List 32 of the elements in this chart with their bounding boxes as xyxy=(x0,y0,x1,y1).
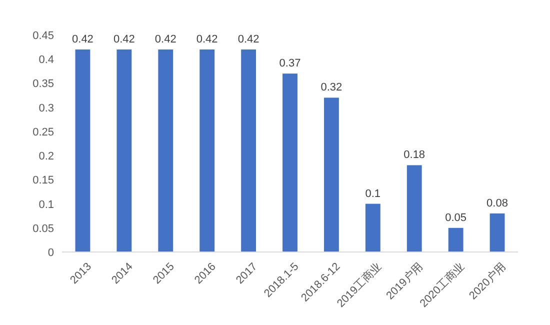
bar xyxy=(365,204,380,252)
data-label: 0.42 xyxy=(196,33,218,46)
bar xyxy=(282,74,298,252)
bar xyxy=(75,49,90,252)
data-label: 0.42 xyxy=(113,33,135,46)
data-label: 0.42 xyxy=(154,33,176,46)
y-tick-label: 0.35 xyxy=(32,78,54,90)
bar xyxy=(200,49,215,252)
y-tick-label: 0.4 xyxy=(38,54,54,66)
bar xyxy=(490,213,505,252)
y-tick-label: 0.2 xyxy=(38,150,54,163)
bar xyxy=(406,165,422,252)
bar xyxy=(241,49,256,252)
y-tick-label: 0.45 xyxy=(32,30,54,42)
data-label: 0.18 xyxy=(404,149,426,162)
data-label: 0.08 xyxy=(486,197,508,210)
data-label: 0.37 xyxy=(279,58,301,70)
bar xyxy=(116,49,132,252)
bar xyxy=(448,228,464,252)
bar xyxy=(158,49,174,252)
y-tick-label: 0.25 xyxy=(32,126,54,138)
y-tick-label: 0.1 xyxy=(38,198,54,211)
bar xyxy=(324,98,339,252)
data-label: 0.1 xyxy=(365,188,381,200)
data-label: 0.42 xyxy=(72,33,94,46)
data-label: 0.32 xyxy=(320,82,342,94)
y-tick-label: 0.05 xyxy=(32,222,54,235)
data-label: 0.05 xyxy=(445,212,467,224)
y-tick-label: 0.15 xyxy=(32,174,54,187)
y-tick-label: 0 xyxy=(48,247,54,259)
data-label: 0.42 xyxy=(238,33,260,46)
y-tick-label: 0.3 xyxy=(38,102,54,114)
